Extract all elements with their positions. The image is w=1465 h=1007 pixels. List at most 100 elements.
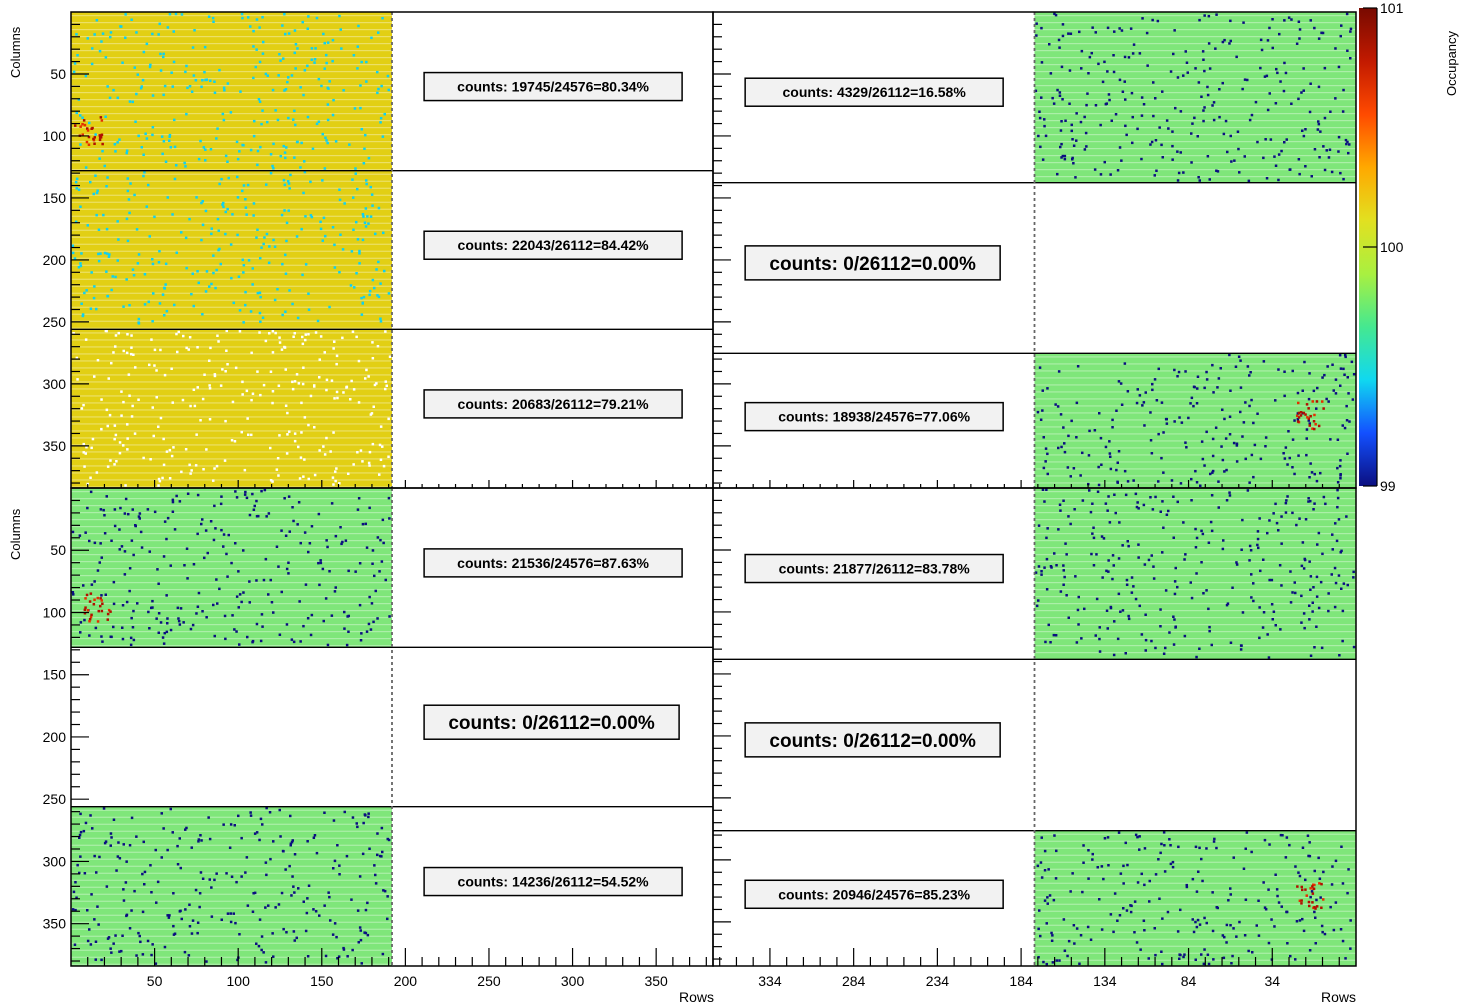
speckle [168, 139, 171, 142]
speckle [117, 331, 120, 335]
speckle [176, 606, 180, 610]
speckle [90, 62, 94, 66]
speckle [255, 48, 258, 51]
speckle [1144, 613, 1147, 616]
speckle [246, 417, 249, 420]
speckle [1143, 929, 1146, 932]
texture-stripe [71, 194, 392, 196]
texture-stripe [1034, 596, 1356, 598]
speckle [1143, 883, 1146, 887]
texture-stripe [1034, 498, 1356, 500]
speckle [96, 569, 100, 572]
speckle [1059, 590, 1063, 593]
speckle [1132, 585, 1135, 588]
hot-pixel [1304, 413, 1307, 416]
chip-speckles [1036, 831, 1352, 966]
speckle [216, 334, 219, 337]
speckle [381, 135, 385, 138]
speckle [1040, 876, 1044, 879]
speckle [1255, 924, 1258, 927]
speckle [1302, 612, 1306, 615]
speckle [200, 839, 203, 842]
speckle [143, 273, 147, 276]
speckle [373, 286, 376, 290]
speckle [1164, 417, 1168, 421]
speckle [1139, 948, 1142, 951]
speckle [133, 66, 136, 69]
speckle [263, 236, 266, 239]
speckle [168, 914, 171, 917]
speckle [1043, 899, 1047, 902]
speckle [1119, 382, 1123, 385]
speckle [275, 468, 279, 471]
speckle [204, 290, 208, 293]
speckle [1297, 97, 1300, 101]
speckle [379, 320, 383, 323]
speckle [169, 564, 172, 567]
speckle [1334, 581, 1338, 585]
speckle [358, 926, 362, 929]
speckle [1347, 151, 1350, 155]
hot-pixel [100, 599, 103, 602]
speckle [1107, 559, 1110, 562]
hot-pixel [1307, 417, 1310, 420]
speckle [1155, 169, 1158, 172]
texture-stripe [71, 479, 392, 481]
speckle [97, 228, 101, 231]
speckle [85, 289, 88, 292]
speckle [332, 483, 335, 486]
speckle [170, 454, 174, 458]
speckle [103, 514, 106, 517]
y-axis-top-tick-label: 300 [43, 376, 67, 392]
speckle [1083, 607, 1086, 611]
speckle [208, 878, 211, 881]
speckle [1342, 88, 1345, 92]
speckle [158, 250, 161, 253]
speckle [1223, 417, 1226, 421]
speckle [215, 464, 219, 468]
speckle [1314, 916, 1317, 919]
speckle [1043, 869, 1047, 872]
speckle [279, 835, 282, 838]
hot-pixel [1297, 416, 1301, 419]
speckle [319, 335, 323, 338]
speckle [371, 442, 375, 446]
speckle [1302, 567, 1306, 570]
speckle [1268, 26, 1271, 30]
speckle [1111, 554, 1115, 557]
speckle [83, 872, 87, 875]
speckle [241, 189, 244, 193]
speckle [1211, 469, 1215, 473]
speckle [235, 630, 238, 633]
speckle [1261, 626, 1265, 629]
speckle [1132, 43, 1136, 46]
speckle [86, 224, 89, 227]
speckle [292, 519, 295, 523]
speckle [1317, 85, 1321, 89]
texture-stripe [71, 540, 392, 542]
speckle [156, 880, 160, 884]
speckle [1306, 834, 1310, 837]
speckle [196, 921, 200, 924]
speckle [300, 401, 303, 405]
speckle [1339, 551, 1342, 554]
speckle [1061, 154, 1065, 158]
speckle [159, 621, 163, 624]
speckle [173, 528, 177, 531]
speckle [1151, 18, 1154, 22]
speckle [258, 331, 261, 334]
speckle [86, 909, 89, 912]
hot-pixel [101, 142, 104, 146]
speckle [362, 821, 365, 825]
speckle [242, 321, 245, 324]
speckle [1288, 456, 1291, 460]
speckle [1345, 515, 1348, 518]
speckle [1182, 521, 1185, 524]
speckle [1193, 116, 1196, 120]
texture-stripe [1034, 903, 1356, 905]
speckle [1173, 618, 1176, 621]
speckle [1129, 27, 1133, 30]
speckle [1244, 457, 1247, 461]
x-axis-left-tick-label: 50 [147, 973, 163, 989]
speckle [139, 940, 142, 944]
